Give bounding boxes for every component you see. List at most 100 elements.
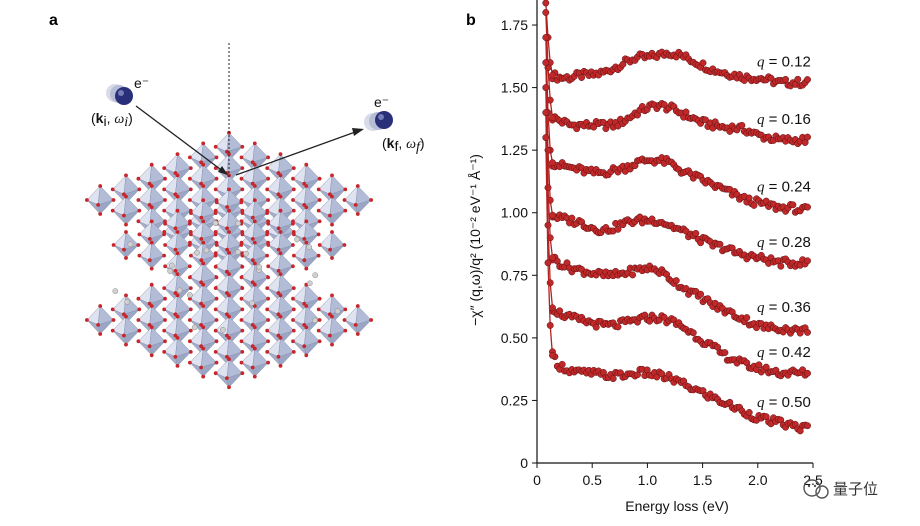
x-tick-label: 1.5 bbox=[693, 472, 713, 488]
interstitial-atom bbox=[334, 308, 341, 315]
series-label: q = 0.12 bbox=[757, 54, 811, 71]
data-point bbox=[804, 422, 811, 430]
incoming-momentum-label: (ki, ωi) bbox=[91, 110, 133, 130]
series-label: q = 0.50 bbox=[757, 394, 811, 411]
outgoing-arrow-head bbox=[352, 128, 364, 136]
y-tick-label: 1.25 bbox=[501, 142, 528, 158]
octahedron bbox=[137, 240, 167, 271]
x-tick-label: 0 bbox=[533, 472, 541, 488]
data-point bbox=[542, 0, 550, 7]
data-point bbox=[762, 363, 770, 371]
panel-label-b: b bbox=[466, 12, 476, 29]
octahedron bbox=[110, 194, 142, 227]
data-point bbox=[549, 159, 556, 167]
interstitial-atom bbox=[187, 292, 193, 298]
outgoing-beam-arrow bbox=[235, 130, 359, 176]
data-point bbox=[755, 361, 763, 369]
data-point bbox=[743, 314, 751, 322]
data-point bbox=[558, 360, 566, 368]
x-tick-label: 2.0 bbox=[748, 472, 768, 488]
data-point bbox=[546, 321, 554, 329]
interstitial-atom bbox=[306, 280, 313, 287]
octahedron bbox=[317, 230, 347, 260]
data-point bbox=[609, 375, 617, 383]
interstitial-atom bbox=[169, 262, 175, 269]
x-tick-label: 0.5 bbox=[582, 472, 602, 488]
incoming-beam-arrow bbox=[135, 105, 225, 173]
data-point bbox=[750, 201, 758, 209]
interstitial-atom bbox=[256, 264, 263, 270]
series-0.12 bbox=[542, 0, 811, 90]
octahedron bbox=[292, 240, 321, 271]
interstitial-atom bbox=[294, 236, 300, 243]
data-point bbox=[804, 203, 811, 211]
loss-function-chart: 0 0.5 1.0 1.5 2.0 2.500.250.500.751.001.251.5… bbox=[467, 0, 823, 514]
interstitial-atom bbox=[249, 300, 255, 306]
data-point bbox=[549, 351, 556, 359]
x-axis-title: Energy loss (eV) bbox=[625, 498, 728, 514]
outgoing-momentum-label: (kf, ωf) bbox=[382, 135, 425, 155]
outgoing-electron-icon bbox=[364, 111, 393, 131]
data-point bbox=[629, 271, 637, 279]
octahedron bbox=[189, 219, 218, 250]
series-label: q = 0.36 bbox=[757, 299, 811, 316]
interstitial-atom bbox=[112, 288, 119, 294]
octahedron bbox=[239, 346, 270, 379]
data-point bbox=[546, 279, 554, 287]
data-point bbox=[549, 114, 556, 122]
series-label: q = 0.16 bbox=[757, 111, 811, 128]
data-point bbox=[777, 262, 785, 270]
series-layer bbox=[542, 0, 811, 435]
data-point bbox=[767, 74, 775, 82]
data-point bbox=[549, 254, 556, 262]
data-point bbox=[689, 329, 697, 337]
series-line bbox=[545, 37, 554, 163]
series-label: q = 0.24 bbox=[757, 179, 811, 196]
interstitial-atom bbox=[191, 324, 198, 331]
octahedron bbox=[111, 230, 141, 260]
incoming-electron-icon bbox=[106, 84, 133, 105]
interstitial-atom bbox=[176, 287, 183, 294]
interstitial-atom bbox=[203, 247, 210, 254]
series-0.28 bbox=[542, 59, 811, 270]
y-tick-label: 1.00 bbox=[501, 205, 528, 221]
data-point bbox=[592, 323, 600, 331]
data-point bbox=[542, 84, 550, 92]
data-point bbox=[556, 307, 564, 315]
octahedron bbox=[110, 314, 142, 347]
octahedron bbox=[342, 184, 373, 216]
y-tick-label: 1.75 bbox=[501, 17, 528, 33]
octahedron bbox=[265, 336, 296, 368]
octahedron bbox=[188, 346, 219, 379]
watermark-text: 量子位 bbox=[833, 480, 878, 498]
data-point bbox=[804, 76, 811, 84]
watermark: 量子位 bbox=[803, 479, 878, 499]
data-point bbox=[614, 323, 622, 331]
data-point bbox=[542, 9, 550, 16]
interstitial-atom bbox=[124, 299, 131, 305]
data-point bbox=[590, 123, 598, 131]
y-tick-label: 0.75 bbox=[501, 267, 528, 283]
series-label: q = 0.42 bbox=[757, 344, 811, 361]
data-point bbox=[682, 108, 690, 116]
data-point bbox=[721, 349, 729, 357]
octahedron bbox=[239, 261, 270, 294]
data-point bbox=[568, 214, 576, 222]
series-0.24 bbox=[542, 34, 811, 216]
chart-axes: 0 0.5 1.0 1.5 2.0 2.500.250.500.751.001.251.5… bbox=[501, 0, 823, 488]
interstitial-atom bbox=[167, 268, 173, 274]
data-point bbox=[782, 75, 790, 83]
octahedron bbox=[342, 304, 373, 336]
series-0.16 bbox=[542, 9, 811, 148]
y-tick-label: 0.25 bbox=[501, 392, 528, 408]
series-line bbox=[545, 62, 554, 216]
interstitial-atom bbox=[212, 220, 219, 226]
interstitial-atom bbox=[306, 244, 313, 250]
octahedron bbox=[316, 194, 348, 227]
data-point bbox=[692, 229, 700, 237]
data-point bbox=[544, 259, 552, 267]
interstitial-atom bbox=[235, 220, 241, 227]
octahedron bbox=[214, 230, 244, 260]
data-point bbox=[716, 240, 724, 248]
octahedron bbox=[291, 325, 322, 358]
